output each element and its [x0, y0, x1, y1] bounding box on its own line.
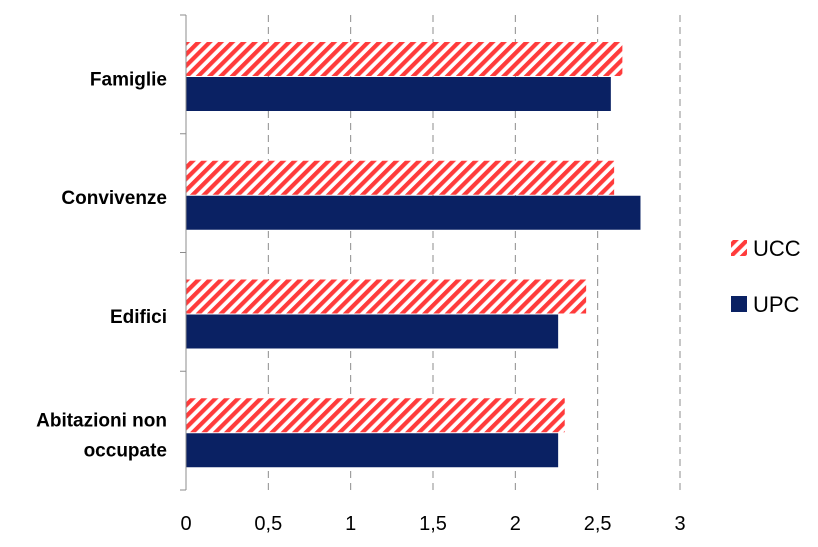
legend-label-upc: UPC [753, 292, 800, 317]
category-label: Famiglie [90, 69, 167, 90]
bar-upc [186, 195, 641, 230]
x-tick-label: 1 [345, 513, 356, 535]
x-tick-label: 1,5 [419, 513, 447, 535]
axes-group [180, 14, 187, 491]
category-labels: Famiglie Convivenze Edifici Abitazioni non o… [36, 69, 167, 461]
category-label: Convivenze [61, 188, 167, 209]
legend-label-ucc: UCC [753, 236, 801, 261]
x-tick-label: 2,5 [584, 513, 612, 535]
bar-upc [186, 77, 611, 111]
category-label: Abitazioni non occupate [36, 411, 167, 462]
legend: UCC UPC [731, 236, 801, 317]
x-tick-label: 3 [674, 513, 685, 535]
x-tick-labels: 0 0,5 1 1,5 2 2,5 3 [180, 513, 685, 535]
x-tick-label: 0,5 [254, 513, 282, 535]
x-tick-label: 0 [180, 513, 191, 535]
bar-upc [186, 433, 559, 468]
bar-ucc [186, 42, 623, 76]
category-label: Edifici [110, 307, 167, 328]
bar-upc [186, 314, 559, 349]
legend-swatch-upc [731, 296, 747, 312]
bar-ucc [186, 160, 615, 195]
legend-swatch-ucc [731, 240, 747, 256]
bar-ucc [186, 398, 565, 433]
x-tick-label: 2 [510, 513, 521, 535]
bars-group [186, 42, 641, 468]
bar-ucc [186, 279, 587, 314]
